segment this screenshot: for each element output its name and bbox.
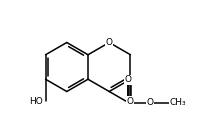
Text: O: O [147, 98, 154, 107]
Text: HO: HO [29, 97, 43, 106]
Text: O: O [106, 38, 113, 47]
Text: O: O [127, 97, 134, 106]
Text: CH₃: CH₃ [170, 98, 187, 107]
Text: O: O [125, 75, 132, 85]
